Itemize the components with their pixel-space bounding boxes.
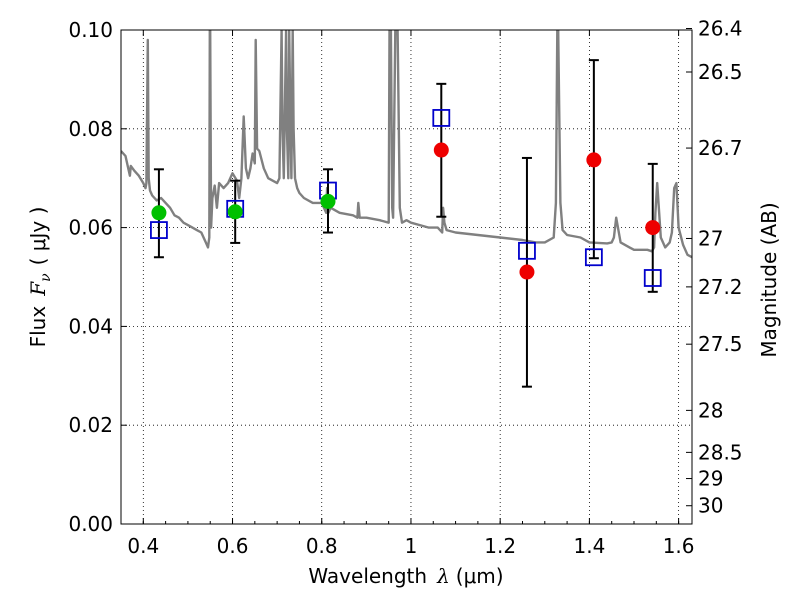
plot-frame bbox=[120, 29, 693, 525]
y2-tick-label: 28.5 bbox=[698, 440, 743, 464]
y2-tick-label: 26.7 bbox=[698, 136, 743, 160]
y2-tick-label: 27.5 bbox=[698, 332, 743, 356]
y-tick-label: 0.02 bbox=[68, 413, 113, 437]
y-axis-symbol: F bbox=[26, 281, 50, 297]
x-tick-label: 1.2 bbox=[484, 534, 516, 558]
x-tick-label: 0.4 bbox=[127, 534, 159, 558]
y-tick-label: 0.04 bbox=[68, 314, 113, 338]
observed-point bbox=[645, 220, 661, 236]
y-tick-label: 0.00 bbox=[68, 512, 113, 536]
x-tick-label: 1.4 bbox=[573, 534, 605, 558]
observed-point bbox=[433, 142, 449, 158]
axes: 0.4 0.6 0.8 1 1.2 1.4 1.6 0.00 0.02 0.04 0.06 0.08 0… bbox=[68, 17, 742, 558]
plot-area bbox=[121, 30, 692, 388]
model-photometry-square bbox=[518, 241, 536, 260]
model-spectrum-line bbox=[121, 30, 692, 259]
x-axis-label: Wavelength λ (μm) bbox=[308, 564, 503, 588]
y2-tick-label: 26.4 bbox=[698, 17, 743, 41]
x-tick-label: 1 bbox=[405, 534, 418, 558]
observed-point bbox=[151, 205, 167, 221]
y-tick-label: 0.08 bbox=[68, 117, 113, 141]
observed-point bbox=[227, 204, 243, 220]
y2-tick-label: 28 bbox=[698, 398, 723, 422]
model-photometry-square bbox=[643, 269, 662, 287]
x-axis-unit: (μm) bbox=[456, 564, 504, 588]
grid bbox=[121, 29, 692, 524]
y2-tick-label: 27.2 bbox=[698, 275, 743, 299]
y2-tick-label: 30 bbox=[698, 494, 723, 518]
y2-axis-label: Magnitude (AB) bbox=[757, 202, 781, 357]
model-photometry-square bbox=[150, 221, 168, 239]
x-tick-label: 0.8 bbox=[306, 534, 338, 558]
y-axis-label-text: Flux bbox=[26, 306, 50, 348]
y-axis-label: Flux Fν ( μJy ) bbox=[26, 207, 54, 348]
y-tick-label: 0.10 bbox=[68, 18, 113, 42]
x-axis-label-text: Wavelength bbox=[308, 564, 427, 588]
observed-point bbox=[519, 264, 535, 280]
x-tick-label: 1.6 bbox=[663, 534, 695, 558]
y-axis-unit: ( μJy ) bbox=[26, 207, 50, 266]
y-axis-symbol-sub: ν bbox=[38, 273, 54, 282]
x-tick-label: 0.6 bbox=[217, 534, 249, 558]
observed-point bbox=[586, 152, 602, 168]
x-axis-symbol: λ bbox=[436, 564, 450, 588]
observed-point bbox=[320, 193, 336, 209]
y2-tick-label: 26.5 bbox=[698, 60, 743, 84]
y2-tick-label: 27 bbox=[698, 226, 723, 250]
y-tick-label: 0.06 bbox=[68, 216, 113, 240]
y2-tick-label: 29 bbox=[698, 467, 723, 491]
model-photometry-square bbox=[432, 109, 451, 127]
model-photometry-square bbox=[584, 248, 603, 267]
